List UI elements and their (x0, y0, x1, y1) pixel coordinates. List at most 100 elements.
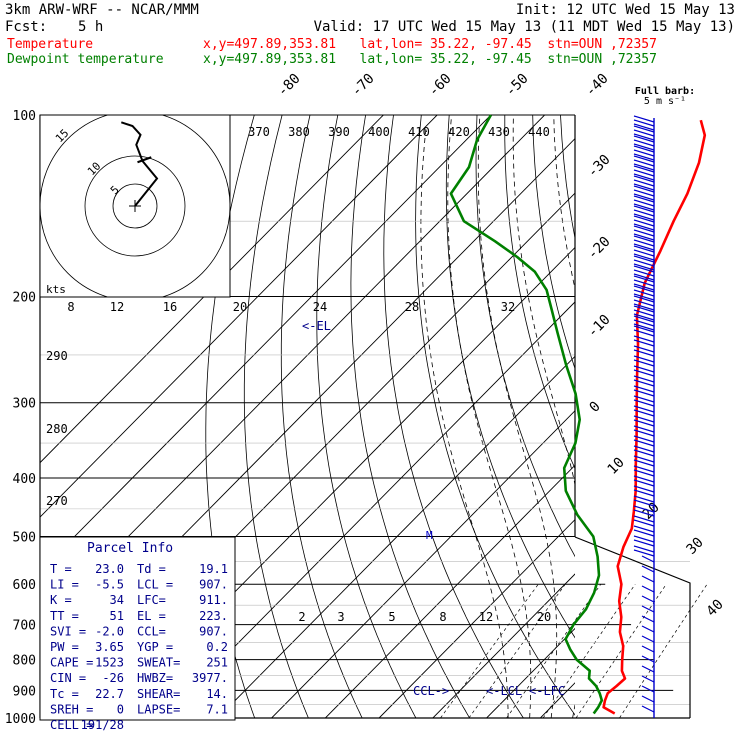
parcel-field-label: HWBZ= (137, 671, 173, 685)
wind-barb (633, 355, 655, 363)
temperature-legend: Temperature (7, 37, 93, 52)
parcel-field-value: 911. (199, 593, 228, 607)
wind-barb (633, 519, 655, 527)
theta-w-label: 20 (233, 300, 247, 314)
wind-barb (633, 509, 655, 517)
mixing-ratio-label: 8 (439, 610, 446, 624)
wind-barb (641, 575, 655, 583)
wind-barb (633, 339, 655, 347)
moist-adiabat (637, 115, 711, 718)
wind-barb (633, 305, 655, 313)
wind-barb (633, 179, 655, 187)
wind-barb (641, 585, 655, 593)
pressure-tick-label: 100 (13, 109, 36, 124)
isotherm-tick-label: 30 (684, 535, 707, 558)
wind-barbs: M (426, 115, 655, 718)
wind-barb (633, 239, 655, 247)
parcel-field-value: 3.65 (95, 640, 124, 654)
wind-barb (633, 445, 655, 453)
wind-barb (641, 645, 655, 653)
wind-barb (633, 183, 655, 191)
wind-barb (633, 163, 655, 171)
isotherm-line (325, 464, 575, 718)
wind-barb (633, 295, 655, 303)
dry-adiabat (560, 115, 575, 241)
parcel-field-label: T = (50, 562, 72, 576)
pressure-tick-label: 500 (13, 530, 36, 545)
wind-barb (633, 253, 655, 261)
mixing-ratio-label: 2 (298, 610, 305, 624)
wind-barb (633, 479, 655, 487)
wind-barb (633, 465, 655, 473)
wind-barb (633, 135, 655, 143)
wind-barb (633, 323, 655, 331)
parcel-field-label: Tc = (50, 687, 79, 701)
wind-barb (633, 515, 655, 523)
wind-barb (633, 273, 655, 281)
theta-label: 370 (248, 125, 270, 139)
wind-barb (633, 229, 655, 237)
wind-barb (633, 475, 655, 483)
model-title: 3km ARW-WRF -- NCAR/MMM (5, 2, 199, 18)
parcel-field-label: K = (50, 593, 72, 607)
theta-label: 380 (288, 125, 310, 139)
wind-barb (633, 395, 655, 403)
wind-barb (641, 605, 655, 613)
wind-barb (633, 505, 655, 513)
wind-barb (633, 435, 655, 443)
wind-barb (633, 205, 655, 213)
wind-barb (633, 143, 655, 151)
parcel-info-box (39, 536, 236, 721)
moist-adiabat (477, 115, 558, 718)
hodograph-units: kts (46, 283, 66, 296)
wind-barb (633, 425, 655, 433)
parcel-field-value: 51 (110, 609, 124, 623)
wind-barb (633, 203, 655, 211)
moist-adiabat (553, 115, 575, 291)
wind-barb (633, 265, 655, 273)
wind-barb (641, 635, 655, 643)
wind-barb (633, 123, 655, 131)
wind-barb (633, 329, 655, 337)
wind-barb (633, 133, 655, 141)
wind-barb (633, 283, 655, 291)
parcel-field-label: CELL = (50, 718, 93, 732)
isotherm-tick-label: -20 (585, 234, 614, 263)
parcel-field-label: CCL= (137, 624, 166, 638)
isotherm-tick-label: -70 (349, 71, 378, 100)
isotherm-tick-label: -40 (583, 71, 612, 100)
isotherm-line (594, 115, 740, 718)
wind-barb (633, 145, 655, 153)
dry-adiabat (316, 115, 417, 718)
wind-barb (633, 293, 655, 301)
parcel-field-label: LFC= (137, 593, 166, 607)
mixing-ratio-label: 3 (337, 610, 344, 624)
parcel-field-value: 1523 (95, 656, 124, 670)
parcel-field-value: 23.0 (95, 562, 124, 576)
pressure-tick-label: 200 (13, 291, 36, 306)
parcel-field-value: -26 (102, 671, 124, 685)
parcel-field-value: 22.7 (95, 687, 124, 701)
wind-barb (633, 225, 655, 233)
forecast-hours: 5 h (78, 19, 103, 35)
isotherm-line (217, 355, 575, 718)
wind-barb (633, 193, 655, 201)
mixing-ratio-line (575, 584, 667, 718)
theta-w-label: 32 (501, 300, 515, 314)
pressure-tick-label: 1000 (5, 712, 36, 727)
wind-barb (633, 429, 655, 437)
wind-barb (633, 359, 655, 367)
theta-label: 420 (448, 125, 470, 139)
hodograph-inset: 5 10 15 kts (39, 114, 231, 298)
wind-barb (633, 173, 655, 181)
temperature-location: x,y=497.89,353.81 lat,lon= 35.22, -97.45… (203, 37, 657, 52)
dewpoint-trace (449, 114, 604, 715)
isotherm-line (40, 115, 384, 464)
wind-barb (633, 175, 655, 183)
pressure-tick-label: 400 (13, 472, 36, 487)
wind-barb (633, 365, 655, 373)
wind-barb (633, 485, 655, 493)
wind-barb (633, 455, 655, 463)
wind-barb (633, 345, 655, 353)
